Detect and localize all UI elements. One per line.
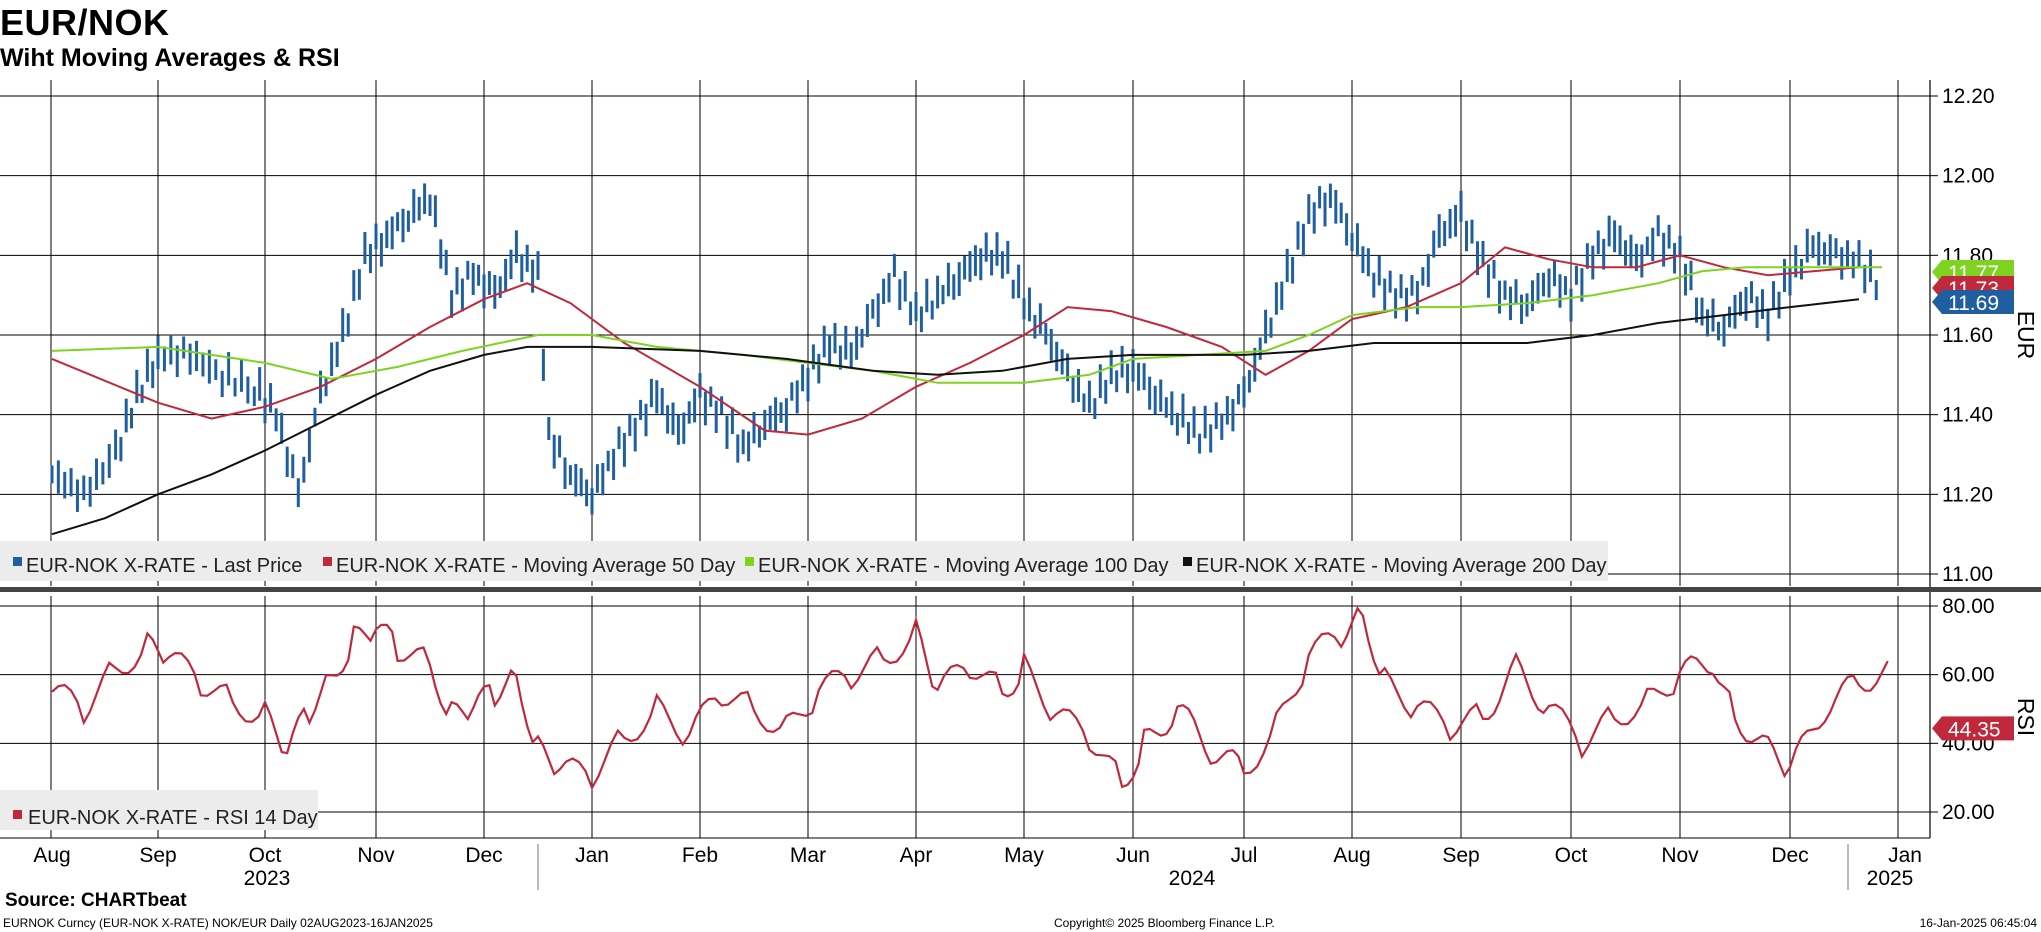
price-tick-label: 11.20: [1942, 483, 1993, 506]
rsi-legend-label: EUR-NOK X-RATE - RSI 14 Day: [28, 807, 318, 829]
price-tick-label: 12.20: [1942, 85, 1995, 108]
rsi-tick-label: 60.00: [1942, 664, 1995, 687]
price-tick-label: 11.00: [1942, 563, 1993, 586]
legend-swatch: [323, 557, 332, 566]
year-label: 2023: [244, 867, 291, 890]
x-tick-label: Dec: [1771, 844, 1808, 867]
rsi-value-tag-bg: [1932, 716, 2014, 741]
timestamp-text: 16-Jan-2025 06:45:04: [1919, 916, 2037, 930]
legend-swatch: [13, 557, 22, 566]
ma-line-50: [51, 246, 1860, 436]
x-tick-label: May: [1004, 844, 1044, 867]
chart-title: EUR/NOK: [0, 2, 170, 43]
x-tick-label: Feb: [682, 844, 718, 867]
x-tick-label: Jan: [1888, 844, 1922, 867]
x-tick-label: Mar: [790, 844, 826, 867]
legend-item-label: EUR-NOK X-RATE - Moving Average 100 Day: [758, 555, 1169, 577]
legend-item-label: EUR-NOK X-RATE - Moving Average 50 Day: [336, 555, 735, 577]
x-tick-label: Jun: [1116, 844, 1150, 867]
x-tick-label: Sep: [139, 844, 176, 867]
chart-subtitle: Wiht Moving Averages & RSI: [0, 44, 340, 72]
legend-item-label: EUR-NOK X-RATE - Moving Average 200 Day: [1196, 555, 1607, 577]
price-bars: [50, 183, 1878, 515]
rsi-line: [51, 606, 1889, 791]
year-label: 2025: [1867, 867, 1914, 890]
rsi-axis-label: RSI: [2013, 698, 2039, 736]
last-price-tag-bg: [1932, 290, 2014, 314]
year-label: 2024: [1169, 867, 1216, 890]
copyright-text: Copyright© 2025 Bloomberg Finance L.P.: [1054, 916, 1275, 930]
ma-line-200: [51, 298, 1860, 536]
legend-swatch: [1183, 557, 1192, 566]
x-tick-label: Aug: [33, 844, 70, 867]
last-price-tag: 11.69: [1948, 292, 1999, 315]
ma-line-100: [51, 266, 1882, 384]
source-label: Source: CHARTbeat: [5, 890, 187, 911]
price-tick-label: 11.60: [1942, 324, 1993, 347]
x-tick-label: Sep: [1442, 844, 1479, 867]
x-tick-label: Jul: [1231, 844, 1258, 867]
rsi-value-tag: 44.35: [1948, 718, 2001, 741]
legend-item-label: EUR-NOK X-RATE - Last Price: [26, 555, 302, 577]
price-legend-bg: [0, 541, 1608, 581]
price-panel: [0, 80, 1938, 838]
x-tick-label: Oct: [1555, 844, 1588, 867]
x-tick-label: Nov: [357, 844, 395, 867]
legend-swatch: [13, 810, 22, 819]
x-tick-label: Nov: [1661, 844, 1699, 867]
legend-swatch: [745, 557, 754, 566]
x-tick-label: Apr: [900, 844, 933, 867]
rsi-legend-bg: [0, 790, 318, 830]
panel-divider: [0, 587, 2041, 592]
security-description: EURNOK Curncy (EUR-NOK X-RATE) NOK/EUR D…: [3, 916, 433, 930]
x-tick-label: Dec: [465, 844, 502, 867]
rsi-tick-label: 20.00: [1942, 801, 1995, 824]
x-tick-label: Oct: [249, 844, 282, 867]
x-tick-label: Jan: [575, 844, 609, 867]
price-tick-label: 12.00: [1942, 165, 1995, 188]
price-tick-label: 11.40: [1942, 404, 1993, 427]
price-axis-label: EUR: [2013, 311, 2039, 360]
rsi-tick-label: 80.00: [1942, 595, 1995, 618]
x-tick-label: Aug: [1333, 844, 1370, 867]
